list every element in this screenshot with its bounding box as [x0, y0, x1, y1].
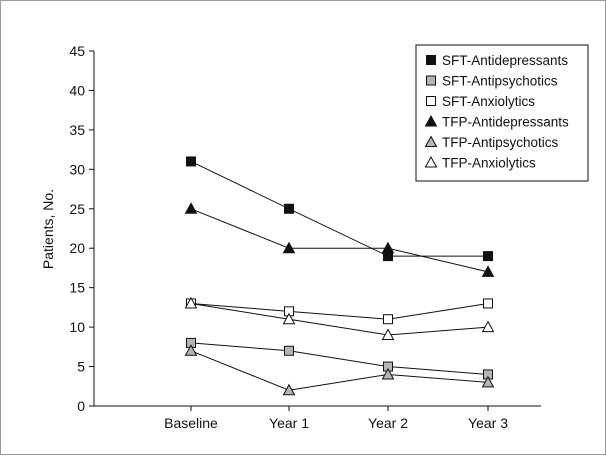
data-point: [186, 156, 196, 167]
legend-marker: [426, 96, 436, 106]
series-line: [190, 302, 489, 320]
legend-box: [415, 44, 589, 182]
series-line: [190, 160, 488, 257]
legend: SFT-Antidepressants SFT-Antipsychotics SFT…: [415, 44, 589, 182]
data-point: [282, 383, 296, 396]
legend-label: SFT-Antidepressants: [442, 53, 568, 68]
series-line: [190, 350, 489, 391]
series-1: [186, 156, 493, 262]
legend-marker: [424, 135, 438, 147]
data-point: [481, 375, 495, 388]
data-point: [381, 328, 395, 340]
data-point: [483, 298, 493, 309]
series-6: [184, 296, 495, 340]
data-point: [282, 241, 296, 254]
y-tick-label: 5: [77, 359, 85, 375]
data-point: [282, 312, 296, 325]
data-point: [284, 203, 294, 214]
series-layer: [184, 156, 495, 396]
data-point: [184, 344, 198, 356]
x-tick-label: Year 2: [368, 415, 408, 431]
legend-label: SFT-Anxiolytics: [442, 94, 535, 109]
y-tick-label: 20: [69, 240, 85, 256]
y-tick-label: 25: [69, 201, 85, 217]
y-tick-label: 35: [69, 122, 85, 138]
legend-marker: [424, 114, 438, 127]
series-line: [190, 208, 489, 273]
y-tick-label: 15: [69, 280, 85, 296]
series-line: [190, 342, 489, 375]
data-point: [284, 345, 294, 356]
series-5: [184, 344, 495, 396]
legend-marker: [426, 55, 436, 65]
data-point: [184, 202, 198, 214]
series-line: [190, 302, 489, 336]
axes: 0 5 10 15 20 25 30 35 40 45 Baseline Year 1 Year 2 Ye…: [69, 43, 541, 431]
x-tick-label: Year 1: [269, 415, 309, 431]
y-tick-label: 45: [69, 43, 85, 59]
data-point: [483, 251, 493, 262]
y-axis-label: Patients, No.: [40, 189, 56, 269]
y-tick-label: 30: [69, 161, 85, 177]
legend-label: TFP-Antidepressants: [442, 115, 569, 130]
series-3: [186, 298, 493, 325]
data-point: [381, 241, 395, 254]
y-tick-label: 0: [77, 398, 85, 414]
x-tick-label: Baseline: [164, 415, 218, 431]
data-point: [381, 367, 395, 380]
legend-label: TFP-Anxiolytics: [442, 156, 536, 171]
legend-marker: [424, 155, 438, 168]
data-point: [481, 320, 495, 333]
y-tick-label: 40: [69, 82, 85, 98]
series-2: [186, 337, 493, 380]
data-point: [383, 314, 393, 325]
series-4: [184, 202, 495, 277]
legend-label: SFT-Antipsychotics: [442, 74, 558, 89]
legend-marker: [426, 75, 436, 86]
y-tick-label: 10: [69, 319, 85, 335]
data-point: [184, 296, 198, 309]
x-tick-label: Year 3: [468, 415, 508, 431]
legend-label: TFP-Antipsychotics: [442, 135, 559, 150]
data-point: [481, 265, 495, 277]
